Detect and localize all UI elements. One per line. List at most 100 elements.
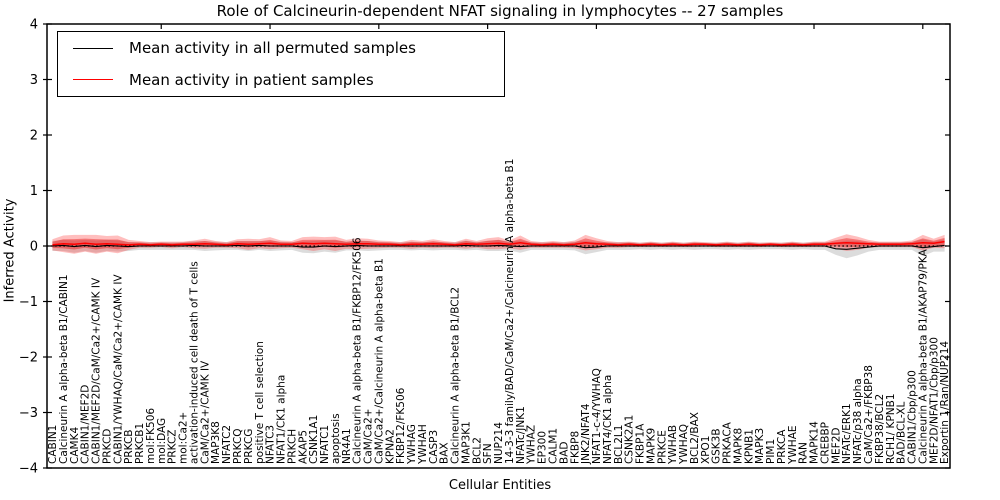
y-tick-labels: −4 −3 −2 −1 0 1 2 3 4 xyxy=(19,18,38,477)
x-tick-label: MAPK9 xyxy=(645,428,657,464)
x-tick-label: PRKCG xyxy=(243,429,255,464)
x-tick-label: CREBBP xyxy=(820,422,832,464)
x-tick-label: CALM1 xyxy=(548,428,560,464)
patient-line-swatch xyxy=(73,79,113,81)
x-tick-label: MEF2D/NFAT1/Cbp/p300 xyxy=(928,337,940,464)
x-tick-label: KPNB1 xyxy=(743,429,755,464)
patient-band-outer xyxy=(52,234,945,254)
x-tick-label: MAP3K8 xyxy=(210,421,222,464)
x-tick-label: AKAP5 xyxy=(297,430,309,464)
x-tick-label: FKBP8 xyxy=(569,431,581,464)
x-tick-label: EP300 xyxy=(537,431,549,464)
x-tick-label: BAX xyxy=(439,442,451,464)
x-tick-label: PIM1 xyxy=(765,439,777,464)
x-tick-label: PRKCZ xyxy=(167,430,179,464)
x-tick-label: CABIN1/Cbp/p300 xyxy=(907,370,919,464)
x-tick-label: CaM/Ca2+ xyxy=(363,408,375,464)
chart-title: Role of Calcineurin-dependent NFAT signa… xyxy=(216,2,784,20)
x-tick-label: NFAT1/CK1 alpha xyxy=(276,375,288,464)
x-tick-label: NFATC3 xyxy=(265,425,277,464)
x-tick-label: YWHAQ xyxy=(678,424,690,465)
x-tick-label: NR4A1 xyxy=(341,428,353,464)
x-tick-label: PRKCH xyxy=(286,429,298,464)
y-tick-label: 1 xyxy=(30,184,38,199)
x-tick-label: NUP214 xyxy=(493,422,505,464)
x-tick-label: CABIN1/YWHAQ/CaM/Ca2+/CAMK IV xyxy=(112,274,124,464)
legend-label-permuted: Mean activity in all permuted samples xyxy=(129,39,416,58)
x-tick-label: JNK2/NFAT4 xyxy=(580,403,592,465)
x-tick-label: Calcineurin A alpha-beta B1/CABIN1 xyxy=(58,274,70,464)
x-tick-label: NFAT4/CK1 alpha xyxy=(602,375,614,464)
x-tick-label: MAPK8 xyxy=(732,428,744,464)
x-tick-label: BAD xyxy=(558,442,570,464)
x-tick-label: CAMK4 xyxy=(69,427,81,464)
x-tick-label: FKBP1A xyxy=(635,423,647,464)
x-tick-label: PRKCQ xyxy=(232,428,244,464)
x-tick-label: YWHAG xyxy=(406,424,418,465)
permuted-line-swatch xyxy=(73,47,113,49)
x-tick-label: mol:FK506 xyxy=(145,408,157,464)
x-tick-label: SFN xyxy=(482,443,494,464)
x-tick-label: RCH1/ KPNB1 xyxy=(885,393,897,464)
x-tick-label: 14-3-3 family/BAD/CaM/Ca2+/Calcineurin A… xyxy=(504,159,516,464)
y-tick-label: 2 xyxy=(30,129,38,144)
x-tick-label: PRKCD xyxy=(101,429,113,464)
x-tick-label: NFATC2 xyxy=(221,425,233,464)
x-tick-label: CSNK1A1 xyxy=(308,415,320,464)
x-tick-label: CaM/Ca2+/CAMK IV xyxy=(199,360,211,464)
x-tick-label: BAD/BCL-XL xyxy=(896,402,908,464)
legend-label-patient: Mean activity in patient samples xyxy=(129,70,374,89)
x-tick-label: PRKCB xyxy=(123,430,135,464)
x-tick-label: Calcineurin A alpha-beta B1/BCL2 xyxy=(450,287,462,464)
x-tick-label: CaM/Ca2+/FKBP38 xyxy=(863,365,875,464)
patient-mean-line xyxy=(52,240,945,246)
x-tick-label: BCL2L1 xyxy=(613,425,625,464)
x-tick-label: YWHAZ xyxy=(526,425,538,465)
x-tick-label: CSNK2A1 xyxy=(624,415,636,464)
y-axis-label: Inferred Activity xyxy=(2,198,18,303)
x-tick-label: PRKACA xyxy=(722,421,734,464)
x-tick-label: YWHAB xyxy=(667,425,679,465)
axis-ticks xyxy=(43,23,950,469)
x-tick-label: Calcineurin A alpha-beta B1/FKBP12/FK506 xyxy=(352,237,364,464)
y-tick-label: −4 xyxy=(19,462,38,477)
y-tick-label: 0 xyxy=(30,240,38,255)
y-tick-label: −3 xyxy=(19,406,38,421)
x-tick-label: positive T cell selection xyxy=(254,341,266,464)
y-tick-label: −2 xyxy=(19,351,38,366)
x-tick-label: Exportin 1/Ran/NUP214 xyxy=(939,341,951,464)
x-tick-label: CASP3 xyxy=(428,430,440,464)
x-tick-label: PRKCB1 xyxy=(134,423,146,464)
x-tick-label: NFATc/p38 alpha xyxy=(852,378,864,464)
x-tick-label: NFATc/JNK1 xyxy=(515,406,527,464)
x-tick-label: MAPK3 xyxy=(754,428,766,464)
x-tick-label: NFATC1 xyxy=(319,425,331,464)
x-tick-label: BCL2/BAX xyxy=(689,412,701,464)
x-tick-label: MEF2D xyxy=(830,428,842,465)
series-lines xyxy=(52,240,945,250)
x-tick-label: CABIN1 xyxy=(47,425,59,464)
y-tick-label: 4 xyxy=(30,18,38,33)
x-tick-label: activation-induced cell death of T cells xyxy=(189,261,201,464)
legend-item-patient: Mean activity in patient samples xyxy=(58,65,504,95)
x-tick-label: NFATc/ERK1 xyxy=(841,403,853,464)
x-tick-label: FKBP38/BCL2 xyxy=(874,394,886,464)
x-tick-label: MAP3K1 xyxy=(461,421,473,464)
x-tick-label: MAPK14 xyxy=(809,421,821,464)
x-tick-label: FKBP12/FK506 xyxy=(395,387,407,464)
x-tick-label: apoptosis xyxy=(330,413,342,464)
x-tick-label: CABIN1/MEF2D/CaM/Ca2+/CAMK IV xyxy=(91,277,103,464)
y-tick-label: −1 xyxy=(19,295,38,310)
x-tick-label: KPNA2 xyxy=(384,429,396,464)
x-tick-label: mol:Ca2+ xyxy=(178,412,190,464)
x-tick-label: YWHAE xyxy=(787,425,799,465)
x-tick-label: XPO1 xyxy=(700,436,712,464)
y-tick-label: 3 xyxy=(30,73,38,88)
legend-item-permuted: Mean activity in all permuted samples xyxy=(58,33,504,63)
x-tick-label: PRKCA xyxy=(776,429,788,464)
permuted-mean-line xyxy=(52,244,945,250)
x-tick-label: Calcineurin A alpha-beta B1/AKAP79/PKA xyxy=(917,248,929,464)
x-tick-label: mol:DAG xyxy=(156,418,168,464)
